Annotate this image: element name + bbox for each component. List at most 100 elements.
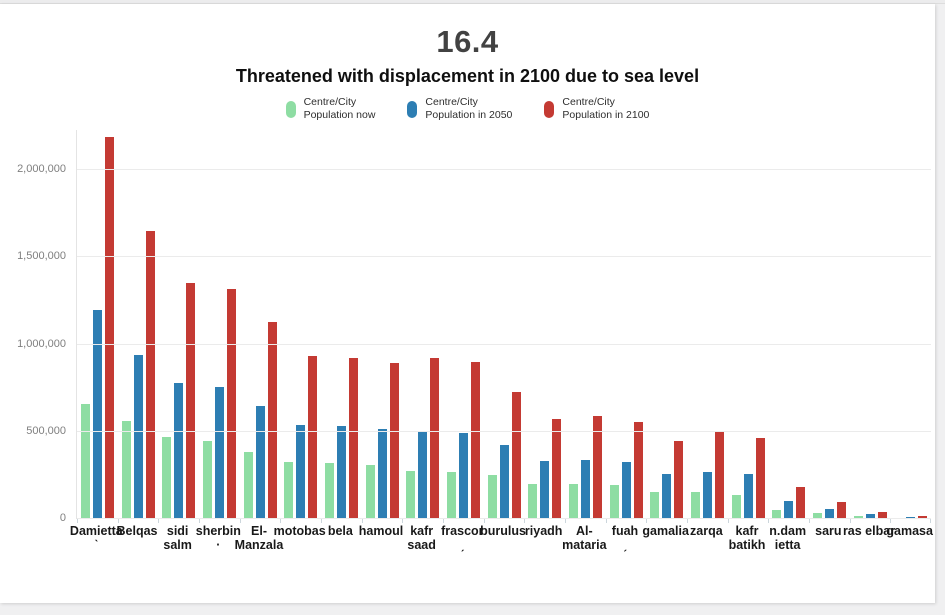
legend: Centre/City Population now Centre/City P…: [0, 96, 935, 122]
bar-population-in-2100[interactable]: [226, 289, 236, 519]
bar-population-in-2050[interactable]: [784, 501, 794, 519]
bar-groups: [77, 130, 931, 519]
bar-population-now[interactable]: [812, 513, 822, 519]
bar-population-now[interactable]: [406, 470, 416, 519]
bar-population-now[interactable]: [202, 440, 212, 519]
bar-group: [890, 130, 931, 519]
bar-population-now[interactable]: [284, 461, 294, 519]
x-axis-label: burulus: [480, 524, 526, 538]
bar-population-in-2050[interactable]: [662, 474, 672, 519]
bar-population-in-2100[interactable]: [755, 437, 765, 519]
bar-population-in-2100[interactable]: [633, 422, 643, 519]
bar-population-now[interactable]: [853, 516, 863, 519]
x-axis-tick: [646, 519, 648, 523]
bar-population-in-2100[interactable]: [267, 321, 277, 519]
legend-label: Centre/City Population in 2100: [562, 96, 650, 121]
bar-population-in-2050[interactable]: [214, 387, 224, 519]
bar-population-in-2050[interactable]: [133, 354, 143, 519]
bar-population-in-2100[interactable]: [918, 516, 928, 519]
bar-population-in-2050[interactable]: [296, 424, 306, 519]
bar-group: [728, 130, 769, 519]
x-axis-label: saru: [815, 524, 842, 538]
bar-population-in-2100[interactable]: [836, 501, 846, 519]
bar-population-now[interactable]: [121, 420, 131, 519]
bar-population-in-2050[interactable]: [377, 429, 387, 519]
x-axis-tick: [727, 519, 729, 523]
bar-population-in-2100[interactable]: [552, 418, 562, 519]
bar-population-now[interactable]: [243, 452, 253, 519]
x-axis-tick: [117, 519, 119, 523]
bar-population-now[interactable]: [731, 494, 741, 519]
bar-group: [199, 130, 240, 519]
bar-population-in-2100[interactable]: [348, 357, 358, 519]
bar-population-in-2050[interactable]: [336, 425, 346, 519]
bar-population-now[interactable]: [80, 403, 90, 519]
bar-population-in-2050[interactable]: [458, 433, 468, 519]
bar-population-in-2100[interactable]: [430, 357, 440, 519]
bar-population-in-2100[interactable]: [104, 136, 114, 519]
x-axis-tick: [321, 519, 322, 523]
x-axis-tick: [890, 519, 892, 523]
bar-group: [484, 130, 525, 519]
chart-subtitle: Threatened with displacement in 2100 due…: [235, 66, 700, 86]
gridline: [77, 169, 931, 171]
legend-item-population-2050[interactable]: Centre/City Population in 2050: [407, 96, 512, 122]
bar-population-now[interactable]: [365, 464, 375, 519]
y-axis-tick-label: 1,000,000: [17, 337, 66, 350]
bar-population-now[interactable]: [609, 484, 619, 519]
legend-item-population-2100[interactable]: Centre/City Population in 2100: [544, 96, 649, 122]
bar-population-in-2050[interactable]: [702, 471, 712, 519]
bar-population-in-2050[interactable]: [865, 514, 875, 519]
bar-group: [524, 130, 565, 519]
y-axis-tick-label: 2,000,000: [17, 163, 66, 176]
bar-population-in-2100[interactable]: [674, 441, 684, 519]
gridline: [77, 430, 931, 432]
bar-group: [240, 130, 281, 519]
bar-population-in-2100[interactable]: [796, 487, 806, 519]
bar-population-in-2100[interactable]: [877, 511, 887, 519]
x-axis-label: sidi salm: [163, 524, 192, 552]
bar-population-now[interactable]: [446, 471, 456, 519]
x-axis-label: motobas: [273, 524, 326, 538]
bar-population-now[interactable]: [324, 463, 334, 519]
bar-population-in-2050[interactable]: [824, 509, 834, 519]
x-axis-tick: [402, 519, 404, 523]
bar-population-in-2100[interactable]: [470, 362, 480, 519]
bar-population-now[interactable]: [162, 436, 172, 519]
bar-population-in-2100[interactable]: [592, 415, 602, 519]
bar-population-in-2050[interactable]: [540, 460, 550, 519]
y-axis-labels: 0 500,000 1,000,000 1,500,000 2,000,000: [0, 130, 66, 524]
x-axis-label: kafr saad: [407, 524, 436, 552]
bar-population-in-2050[interactable]: [743, 474, 753, 519]
bar-population-in-2100[interactable]: [186, 283, 196, 519]
bar-group: [809, 130, 850, 519]
bar-population-in-2100[interactable]: [308, 356, 318, 519]
bar-population-now[interactable]: [568, 483, 578, 519]
bar-population-in-2050[interactable]: [255, 405, 265, 519]
x-axis-label: zarqa: [690, 524, 723, 538]
bar-population-now[interactable]: [487, 475, 497, 519]
x-axis-label: Damietta ˋ: [69, 524, 123, 552]
x-axis-label: gamalia: [642, 524, 689, 538]
bar-population-in-2050[interactable]: [621, 461, 631, 519]
bar-population-in-2100[interactable]: [389, 363, 399, 519]
bar-population-in-2050[interactable]: [499, 444, 509, 519]
bar-group: [158, 130, 199, 519]
bar-population-in-2050[interactable]: [92, 309, 102, 519]
bar-population-now[interactable]: [528, 483, 538, 519]
legend-item-population-now[interactable]: Centre/City Population now: [285, 96, 375, 122]
x-axis-label: fuah ˏ: [611, 524, 639, 552]
bar-population-now[interactable]: [772, 509, 782, 519]
bar-population-now[interactable]: [690, 491, 700, 519]
bar-population-in-2050[interactable]: [418, 430, 428, 519]
x-axis-tick: [809, 519, 810, 523]
bar-population-in-2050[interactable]: [580, 460, 590, 519]
y-axis-tick-label: 500,000: [26, 424, 66, 437]
bar-population-in-2050[interactable]: [174, 382, 184, 519]
y-axis-tick-label: 1,500,000: [17, 250, 66, 263]
bar-group: [565, 130, 606, 519]
bar-population-in-2100[interactable]: [714, 432, 724, 519]
bar-population-now[interactable]: [650, 492, 660, 519]
bar-population-in-2100[interactable]: [511, 391, 521, 519]
bar-population-in-2100[interactable]: [145, 231, 155, 519]
